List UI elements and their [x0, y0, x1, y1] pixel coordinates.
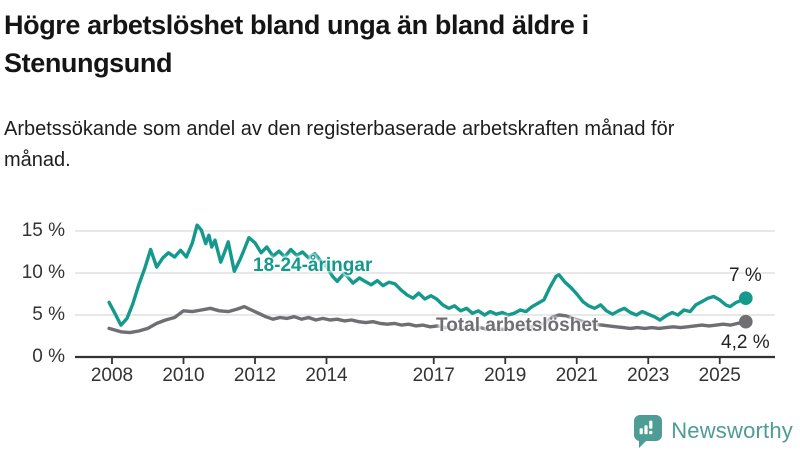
page-title: Högre arbetslöshet bland unga än bland ä…: [4, 10, 589, 78]
newsworthy-wordmark: Newsworthy: [671, 418, 793, 443]
y-axis-label: 10 %: [21, 262, 65, 283]
y-axis-label: 0 %: [32, 346, 65, 367]
x-axis-label: 2012: [233, 365, 277, 386]
x-axis-label: 2025: [698, 365, 741, 386]
chart-subtitle: Arbetssökande som andel av den registerb…: [4, 118, 675, 171]
x-axis-label: 2023: [627, 365, 670, 386]
x-axis-label: 2017: [412, 365, 455, 386]
newsworthy-bubble-chart-icon: [634, 415, 663, 448]
newsworthy-logo: Newsworthy: [633, 414, 793, 448]
x-axis-label: 2010: [162, 365, 205, 386]
x-axis-label: 2008: [90, 365, 134, 386]
x-axis-label: 2021: [555, 365, 598, 386]
x-axis-label: 2014: [305, 365, 348, 386]
end-value-total: 4,2 %: [721, 332, 770, 353]
series-label-total: Total arbetslöshet: [436, 315, 599, 336]
series-label-youth: 18-24-åringar: [253, 255, 373, 276]
y-axis-label: 15 %: [21, 220, 65, 241]
end-value-youth: 7 %: [729, 265, 762, 286]
x-axis-label: 2019: [484, 365, 527, 386]
y-axis-label: 5 %: [32, 304, 65, 325]
